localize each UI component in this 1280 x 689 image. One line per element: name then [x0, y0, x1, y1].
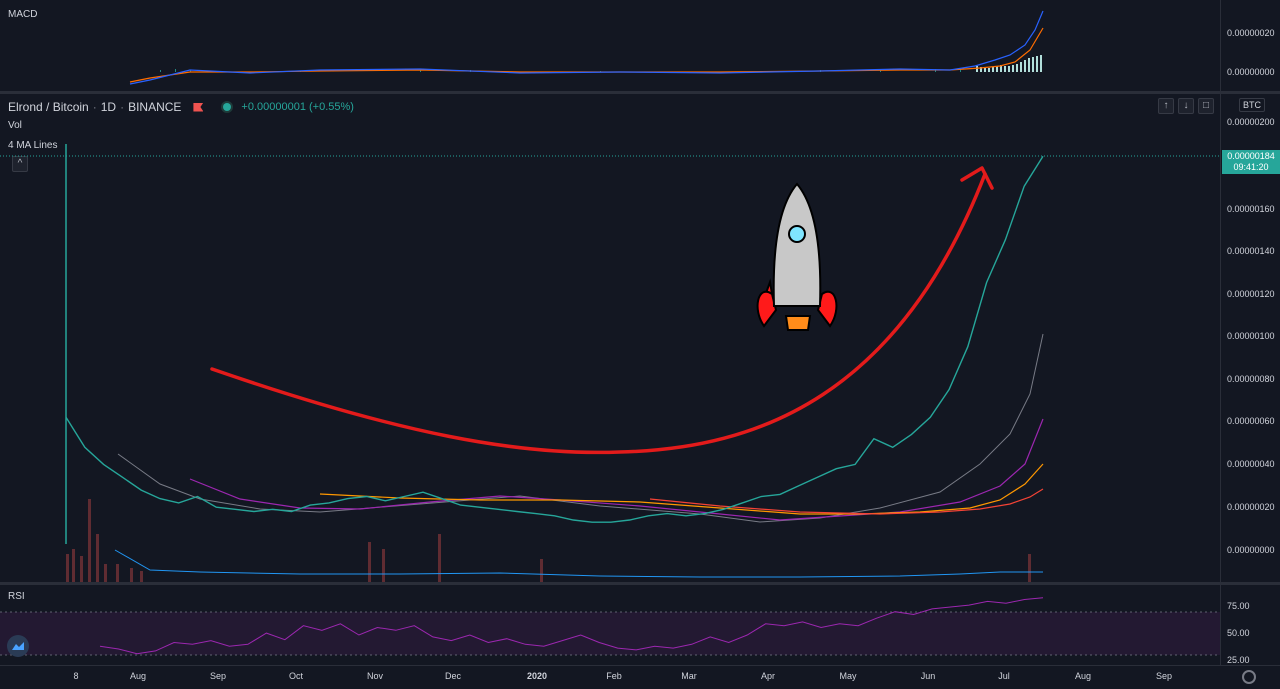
x-tick-label: Aug	[1074, 671, 1092, 681]
x-tick-label: Sep	[1155, 671, 1173, 681]
pane-separator[interactable]	[0, 91, 1280, 94]
ma-line-orange	[319, 463, 1044, 515]
last-price-value: 0.00000184	[1227, 151, 1275, 161]
x-tick-label: Mar	[681, 671, 697, 681]
live-dot-icon	[223, 103, 232, 111]
price-tick: 0.00000020	[1227, 502, 1275, 512]
price-tick: 0.00000140	[1227, 246, 1275, 256]
arrow-down-icon[interactable]: ↓	[1178, 98, 1194, 114]
rsi-band	[0, 612, 1220, 655]
interval[interactable]: 1D	[100, 100, 117, 114]
time-axis	[0, 665, 1280, 689]
rsi-line	[99, 597, 1044, 655]
rsi-label: RSI	[8, 591, 25, 602]
main-chart-pane[interactable]: Elrond / Bitcoin · 1D · BINANCE +0.00000…	[0, 94, 1220, 582]
exchange[interactable]: BINANCE	[128, 100, 182, 114]
currency-badge[interactable]: BTC	[1239, 98, 1265, 112]
macd-tick: 0.00000000	[1227, 67, 1275, 77]
macd-label: MACD	[8, 9, 38, 20]
macd-tick: 0.00000020	[1227, 28, 1275, 38]
price-tick: 0.00000100	[1227, 331, 1275, 341]
price-tick: 0.00000060	[1227, 416, 1275, 426]
ma-line-purple	[189, 418, 1044, 521]
price-tick: 0.00000120	[1227, 289, 1275, 299]
x-tick-label: Apr	[760, 671, 776, 681]
macd-signal-line	[129, 27, 1044, 83]
symbol-name[interactable]: Elrond / Bitcoin	[8, 100, 89, 114]
price-tick: 0.00000000	[1227, 545, 1275, 555]
pane-separator[interactable]	[0, 582, 1280, 585]
price-tick: 0.00000200	[1227, 117, 1275, 127]
price-change: +0.00000001 (+0.55%)	[241, 101, 354, 113]
price-chart	[0, 144, 1220, 582]
x-tick-label: Sep	[209, 671, 227, 681]
macd-histogram-growth	[976, 55, 1042, 72]
rsi-tick: 75.00	[1227, 601, 1250, 611]
volume-bars	[66, 499, 1031, 582]
ma-line-red	[649, 488, 1044, 515]
volume-ma-line	[114, 549, 1043, 578]
rocket-icon	[756, 182, 838, 331]
collapse-icon[interactable]: ^	[12, 156, 28, 172]
rsi-tick: 25.00	[1227, 655, 1250, 665]
last-price-badge: 0.00000184 09:41:20	[1222, 150, 1280, 174]
x-tick-label: Jul	[998, 671, 1010, 681]
ma-lines-label: 4 MA Lines	[8, 140, 58, 151]
x-tick-label: 2020	[526, 671, 548, 681]
flag-icon[interactable]	[193, 102, 204, 112]
x-tick-label: Jun	[920, 671, 936, 681]
ma-line-fast	[117, 333, 1044, 523]
volume-label: Vol	[8, 120, 22, 131]
macd-pane: MACD	[0, 0, 1220, 91]
x-tick-label: May	[839, 671, 857, 681]
price-tick: 0.00000080	[1227, 374, 1275, 384]
fullscreen-icon[interactable]: □	[1198, 98, 1214, 114]
x-tick-label: Nov	[366, 671, 384, 681]
countdown: 09:41:20	[1233, 162, 1269, 172]
main-price-axis: BTC 0.00000200 0.00000160 0.00000140 0.0…	[1220, 94, 1280, 582]
price-series-line	[65, 155, 1044, 523]
rsi-chart	[0, 597, 1220, 656]
price-tick: 0.00000160	[1227, 204, 1275, 214]
rsi-pane: RSI	[0, 585, 1220, 665]
rsi-axis: 75.00 50.00 25.00	[1220, 585, 1280, 665]
trend-arrow-head	[960, 166, 994, 190]
x-tick-label: Oct	[288, 671, 304, 681]
legend: Elrond / Bitcoin · 1D · BINANCE +0.00000…	[8, 100, 354, 114]
macd-price-axis: 0.00000020 0.00000000	[1220, 0, 1280, 91]
x-tick-label: Feb	[606, 671, 622, 681]
x-tick-label: 8	[73, 671, 79, 681]
logo-icon[interactable]	[7, 635, 29, 657]
x-tick-label: Dec	[444, 671, 462, 681]
price-tick: 0.00000040	[1227, 459, 1275, 469]
macd-line	[129, 10, 1044, 85]
settings-icon[interactable]	[1242, 670, 1256, 684]
trend-arrow-curve	[210, 172, 987, 455]
x-tick-label: Aug	[129, 671, 147, 681]
arrow-up-icon[interactable]: ↑	[1158, 98, 1174, 114]
rsi-tick: 50.00	[1227, 628, 1250, 638]
macd-chart	[129, 10, 1044, 85]
